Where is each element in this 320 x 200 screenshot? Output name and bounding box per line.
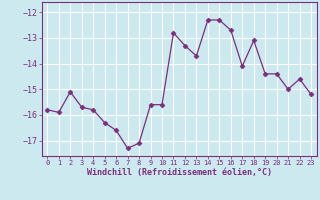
X-axis label: Windchill (Refroidissement éolien,°C): Windchill (Refroidissement éolien,°C)	[87, 168, 272, 177]
